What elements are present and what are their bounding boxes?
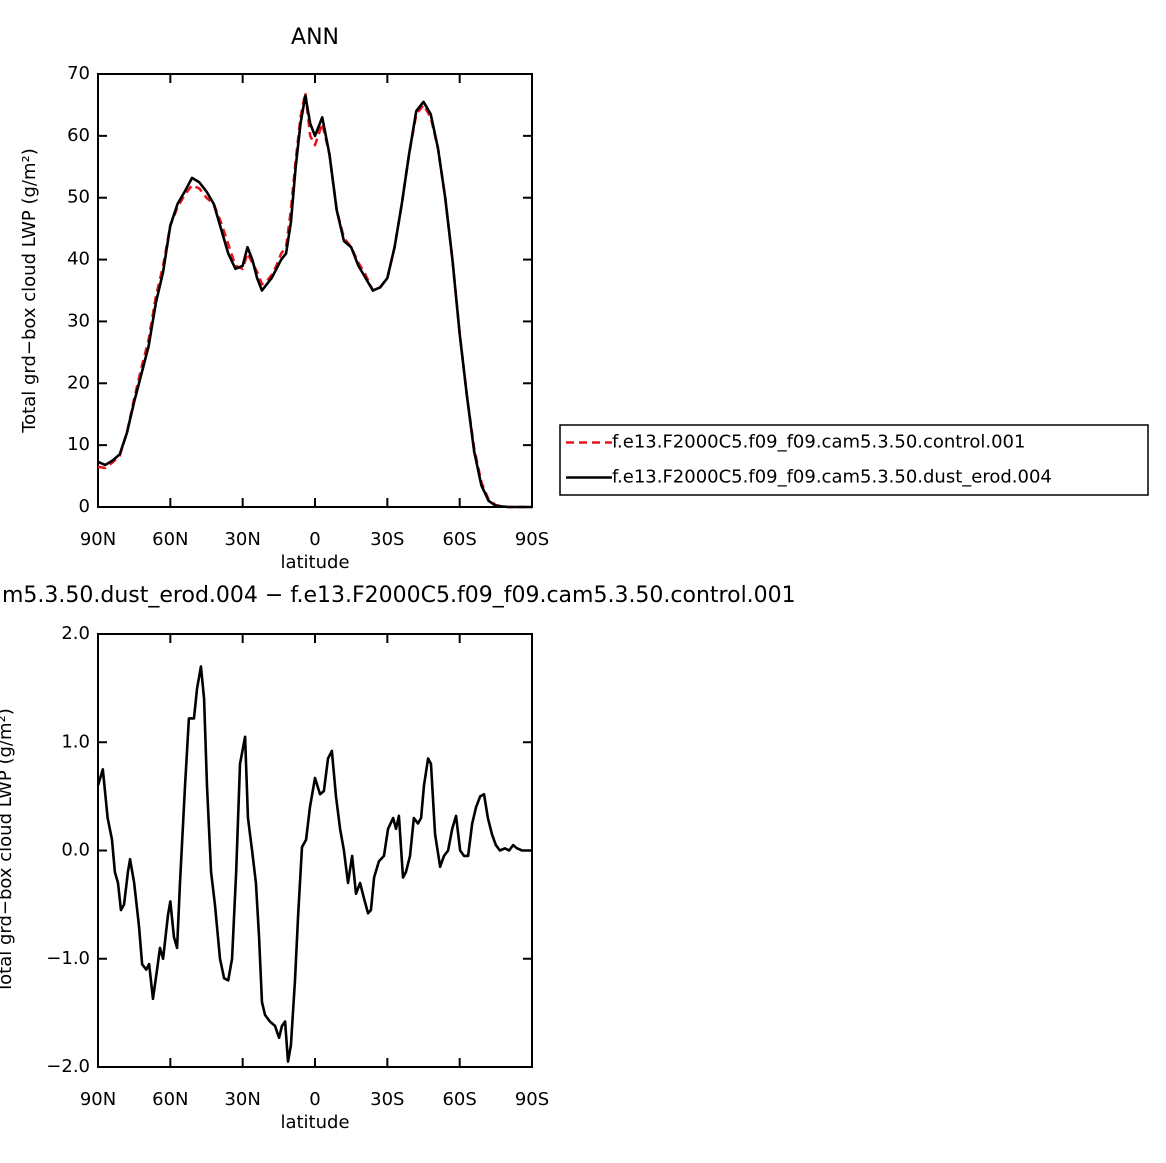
y-tick-label: 20 — [67, 372, 90, 393]
y-tick-label: 60 — [67, 125, 90, 146]
x-axis-label: latitude — [280, 552, 349, 573]
y-tick-label: 10 — [67, 434, 90, 455]
plot-frame — [97, 73, 533, 508]
data-line — [97, 94, 532, 509]
chart-title: ANN — [291, 25, 339, 50]
chart-title: m5.3.50.dust_erod.004 − f.e13.F2000C5.f0… — [2, 583, 796, 608]
legend-box — [559, 424, 1149, 496]
y-tick-label: 50 — [67, 187, 90, 208]
x-tick-label: 90S — [515, 1089, 549, 1110]
y-axis-label: Total grd−box cloud LWP (g/m²) — [0, 708, 16, 994]
x-tick-label: 90N — [80, 1089, 116, 1110]
y-tick-label: −2.0 — [46, 1056, 90, 1077]
x-axis-label: latitude — [280, 1112, 349, 1133]
y-tick-label: 0 — [79, 496, 90, 517]
plot-frame — [97, 633, 533, 1068]
x-tick-label: 30N — [224, 1089, 260, 1110]
x-tick-label: 90S — [515, 529, 549, 550]
data-line — [97, 91, 532, 509]
y-tick-label: 70 — [67, 63, 90, 84]
y-tick-label: 30 — [67, 310, 90, 331]
y-tick-label: 0.0 — [61, 840, 90, 861]
y-tick-label: −1.0 — [46, 948, 90, 969]
legend-label: f.e13.F2000C5.f09_f09.cam5.3.50.control.… — [612, 432, 1025, 453]
x-tick-label: 30S — [370, 1089, 404, 1110]
y-tick-label: 1.0 — [61, 731, 90, 752]
x-tick-label: 0 — [309, 529, 320, 550]
legend-label: f.e13.F2000C5.f09_f09.cam5.3.50.dust_ero… — [612, 467, 1052, 488]
data-line — [96, 665, 532, 1063]
x-tick-label: 30S — [370, 529, 404, 550]
x-tick-label: 30N — [224, 529, 260, 550]
x-tick-label: 60N — [152, 529, 188, 550]
x-tick-label: 60S — [442, 529, 476, 550]
y-tick-label: 40 — [67, 249, 90, 270]
y-tick-label: 2.0 — [61, 623, 90, 644]
x-tick-label: 60N — [152, 1089, 188, 1110]
y-axis-label: Total grd−box cloud LWP (g/m²) — [19, 148, 40, 434]
x-tick-label: 0 — [309, 1089, 320, 1110]
x-tick-label: 90N — [80, 529, 116, 550]
x-tick-label: 60S — [442, 1089, 476, 1110]
